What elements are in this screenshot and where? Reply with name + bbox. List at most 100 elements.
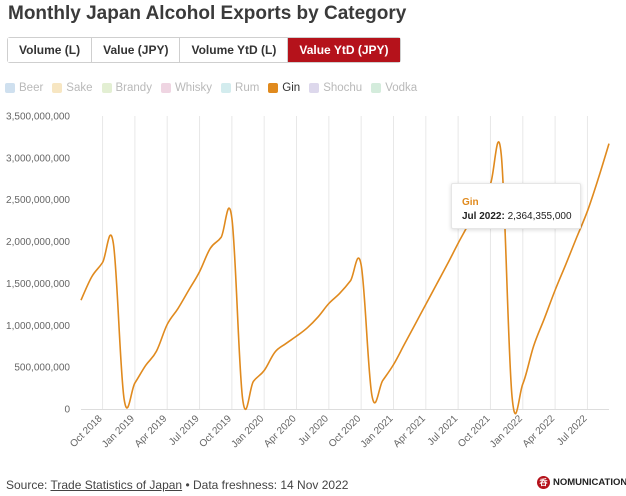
data-freshness: • Data freshness: 14 Nov 2022 [185,478,349,492]
y-tick-label: 1,000,000,000 [6,321,70,332]
legend-label: Rum [235,82,260,94]
x-tick-label: Oct 2019 [197,413,234,450]
data-point[interactable] [80,299,83,302]
data-point[interactable] [112,242,115,245]
data-point[interactable] [554,289,557,292]
data-point[interactable] [360,264,363,267]
legend-label: Beer [19,82,44,94]
data-point[interactable] [274,351,277,354]
data-point[interactable] [564,263,567,266]
legend-swatch [268,83,279,93]
data-point[interactable] [177,307,180,310]
data-point[interactable] [371,394,374,397]
metric-tabs: Volume (L) Value (JPY) Volume YtD (L) Va… [7,37,401,63]
data-point[interactable] [230,217,233,220]
data-point[interactable] [543,317,546,320]
brand-logo[interactable]: 呑 NOMUNICATION [537,476,626,489]
data-point[interactable] [155,350,158,353]
x-tick-label: Oct 2018 [68,413,105,450]
data-point[interactable] [317,316,320,319]
data-point[interactable] [392,363,395,366]
data-point[interactable] [521,382,524,385]
data-point[interactable] [187,289,190,292]
data-point[interactable] [597,177,600,180]
data-point[interactable] [532,345,535,348]
brand-mark-icon: 呑 [537,476,550,489]
data-point[interactable] [608,142,611,145]
legend-swatch [52,83,63,93]
data-point[interactable] [327,302,330,305]
data-point[interactable] [306,326,309,329]
legend-item-brandy[interactable]: Brandy [101,82,152,94]
tooltip-date: Jul 2022: [462,211,505,222]
legend-item-beer[interactable]: Beer [5,82,43,94]
y-tick-label: 2,500,000,000 [6,195,70,206]
tab-volume-ytd[interactable]: Volume YtD (L) [180,38,289,62]
tab-value-ytd[interactable]: Value YtD (JPY) [288,38,400,62]
data-point[interactable] [575,236,578,239]
tab-volume[interactable]: Volume (L) [8,38,93,62]
x-tick-label: Jan 2022 [488,413,525,450]
data-point[interactable] [295,335,298,338]
data-point[interactable] [90,275,93,278]
data-point[interactable] [424,303,427,306]
legend-item-gin[interactable]: Gin [268,82,300,94]
data-point[interactable] [349,280,352,283]
legend-swatch [160,83,171,93]
legend-label: Brandy [115,82,152,94]
source-prefix: Source: [6,478,48,492]
data-point[interactable] [414,323,417,326]
legend-item-vodka[interactable]: Vodka [371,82,417,94]
y-tick-label: 2,000,000,000 [6,237,70,248]
x-tick-label: Apr 2020 [262,413,299,450]
data-point[interactable] [586,210,589,213]
x-tick-label: Jan 2021 [359,413,396,450]
legend-item-sake[interactable]: Sake [52,82,93,94]
legend: Beer Sake Brandy Whisky Rum Gin Shochu Vodka [5,82,426,94]
brand-name: NOMUNICATION [553,477,626,488]
footer: Source: Trade Statistics of Japan • Data… [6,478,348,492]
data-point[interactable] [166,323,169,326]
legend-label: Shochu [323,82,363,94]
data-point[interactable] [403,343,406,346]
data-point[interactable] [457,242,460,245]
data-point[interactable] [144,364,147,367]
x-tick-label: Oct 2021 [456,413,493,450]
data-point[interactable] [338,292,341,295]
tooltip-value: 2,364,355,000 [507,211,572,222]
data-point[interactable] [252,380,255,383]
data-point[interactable] [263,369,266,372]
data-point[interactable] [446,263,449,266]
x-tick-label: Apr 2019 [133,413,170,450]
tooltip: Gin Jul 2022: 2,364,355,000 [451,183,581,229]
data-point[interactable] [198,270,201,273]
data-point[interactable] [101,261,104,264]
data-point[interactable] [209,247,212,250]
y-tick-label: 3,000,000,000 [6,153,70,164]
y-tick-label: 3,500,000,000 [6,112,70,123]
tab-value[interactable]: Value (JPY) [92,38,181,62]
x-tick-label: Jul 2022 [555,413,590,448]
legend-swatch [5,83,15,93]
y-tick-label: 500,000,000 [14,363,70,374]
data-point[interactable] [133,382,136,385]
data-point[interactable] [220,236,223,239]
data-point[interactable] [241,398,244,401]
data-point[interactable] [435,283,438,286]
data-point[interactable] [381,379,384,382]
legend-swatch [221,83,232,93]
x-tick-label: Apr 2021 [391,413,428,450]
legend-item-shochu[interactable]: Shochu [309,82,362,94]
legend-item-rum[interactable]: Rum [221,82,259,94]
series-line-gin[interactable] [80,141,610,415]
data-point[interactable] [500,153,503,156]
data-point[interactable] [284,342,287,345]
y-tick-label: 1,500,000,000 [6,279,70,290]
chart-title: Monthly Japan Alcohol Exports by Categor… [8,3,407,24]
data-point[interactable] [123,398,126,401]
legend-swatch [101,83,112,93]
data-point[interactable] [511,395,514,398]
legend-item-whisky[interactable]: Whisky [160,82,212,94]
source-link[interactable]: Trade Statistics of Japan [50,478,183,492]
